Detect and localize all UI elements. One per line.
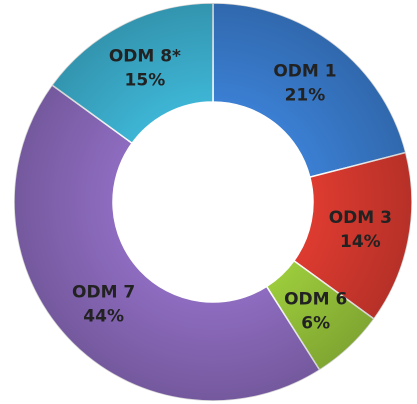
slice-label: ODM 1 — [273, 61, 336, 81]
slice-label: ODM 8* — [109, 46, 181, 66]
donut-slice — [13, 83, 321, 402]
slice-value-label: 14% — [340, 232, 381, 252]
slice-value-label: 21% — [285, 85, 326, 105]
slice-label: ODM 3 — [329, 208, 392, 228]
slice-label: ODM 6 — [284, 289, 347, 309]
slice-label: ODM 7 — [72, 283, 135, 303]
slice-value-label: 6% — [301, 313, 330, 333]
slice-value-label: 15% — [125, 70, 166, 90]
slice-value-label: 44% — [83, 307, 124, 327]
